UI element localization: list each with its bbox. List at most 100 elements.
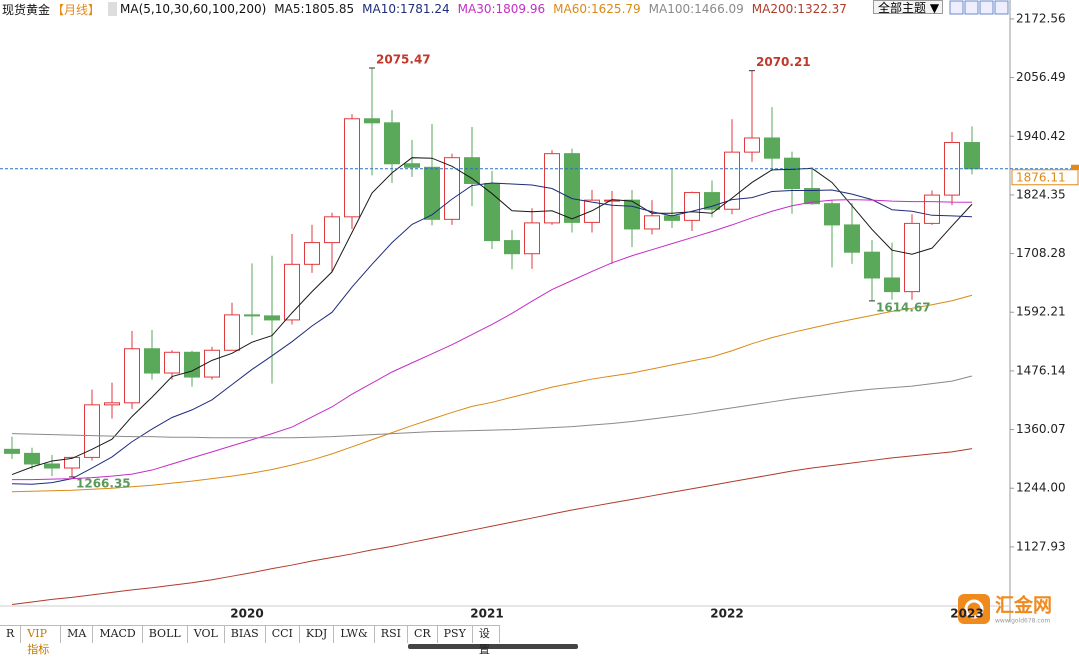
y-tick-label: 1360.07 (1016, 422, 1066, 436)
candle-body (24, 452, 40, 465)
candle-body (464, 157, 480, 184)
candle-body (664, 215, 680, 221)
tool-icon[interactable] (949, 0, 964, 15)
candle-body (284, 263, 300, 321)
candle-body (344, 118, 360, 218)
extreme-label: 1266.35 (76, 476, 131, 490)
tool-icon[interactable] (994, 0, 1009, 15)
candle-body (744, 137, 760, 153)
candle-body (204, 349, 220, 378)
candle-body (84, 404, 100, 458)
tab[interactable]: KDJ (300, 626, 335, 643)
candle-body (304, 242, 320, 265)
y-tick-label: 1940.42 (1016, 129, 1066, 143)
candle-body (844, 224, 860, 253)
last-price-box (1011, 169, 1079, 186)
legend-entry: MA10:1781.24 (362, 2, 450, 16)
tab[interactable]: PSY (438, 626, 473, 643)
candle-body (924, 194, 940, 224)
tab[interactable]: R (0, 626, 22, 643)
tab[interactable]: LW& (334, 626, 375, 643)
candle-body (964, 142, 980, 170)
candle-body (184, 351, 200, 378)
tab[interactable]: 设置 (473, 626, 500, 656)
candle-body (724, 151, 740, 210)
y-tick-label: 1592.21 (1016, 305, 1066, 319)
theme-menu[interactable]: 全部主题 ▼ (873, 0, 943, 15)
candle-body (164, 351, 180, 374)
y-tick-label: 2056.49 (1016, 70, 1066, 84)
legend-entry: MA60:1625.79 (553, 2, 641, 16)
candle-body (364, 118, 380, 124)
plot (4, 67, 980, 605)
logo-mark (964, 599, 984, 619)
ma-line (11, 294, 973, 493)
x-tick-label: 2021 (470, 607, 503, 621)
last-price-marker (1071, 164, 1079, 170)
indicator-tabs: R VIP指标 MA MACD BOLL VOL BIAS CCI KDJ LW& RSI CR PSY… (0, 625, 500, 656)
ma-line (11, 375, 973, 439)
tab[interactable]: CCI (266, 626, 300, 643)
tool-icon[interactable] (979, 0, 994, 15)
candle-body (44, 463, 60, 469)
candle-body (804, 188, 820, 205)
logo-text: 汇金网 (995, 594, 1052, 617)
ma-line (12, 199, 973, 481)
candle-body (384, 122, 400, 165)
candle-body (424, 166, 440, 220)
tool-icon[interactable] (964, 0, 979, 15)
scrollbar[interactable] (408, 644, 578, 649)
candle-body (764, 137, 780, 159)
tab[interactable]: BIAS (225, 626, 266, 643)
tab[interactable]: VOL (188, 626, 225, 643)
legend-entry: MA100:1466.09 (648, 2, 744, 16)
candle-body (504, 240, 520, 255)
candle-body (884, 277, 900, 293)
candle-body (704, 192, 720, 210)
tab[interactable]: BOLL (143, 626, 188, 643)
candle-body (684, 192, 700, 221)
legend: 现货黄金 【月线】 MA(5,10,30,60,100,200) MA5:1805.8… (2, 1, 847, 17)
tab[interactable]: CR (408, 626, 438, 643)
extreme-label: 2075.47 (376, 52, 431, 66)
candle-body (4, 448, 20, 454)
y-tick-label: 2172.56 (1016, 11, 1066, 25)
candle-body (404, 163, 420, 168)
indicator-name: MA(5,10,30,60,100,200) (108, 2, 266, 16)
y-tick-label: 1476.14 (1016, 363, 1066, 377)
tab[interactable]: MA (61, 626, 94, 643)
candle-body (324, 216, 340, 244)
candle-body (264, 315, 280, 321)
candle-body (524, 222, 540, 255)
candle-body (484, 182, 500, 242)
x-tick-label: 2023 (950, 607, 983, 621)
candle-body (824, 203, 840, 226)
theme-menu-label: 全部主题 (878, 1, 927, 15)
tab[interactable]: MACD (93, 626, 143, 643)
tab[interactable]: VIP指标 (21, 626, 62, 656)
y-tick-label: 1127.93 (1016, 539, 1066, 553)
candle-body (144, 348, 160, 374)
candle-body (104, 402, 120, 406)
x-tick-label: 2020 (230, 607, 263, 621)
chart-title: 现货黄金 (2, 2, 51, 17)
candle-body (784, 157, 800, 190)
period: 【月线】 (52, 2, 101, 17)
extreme-label: 1614.67 (876, 300, 931, 314)
candle-body (124, 348, 140, 404)
candle-body (64, 456, 80, 469)
tab[interactable]: RSI (375, 626, 408, 643)
candle-body (564, 153, 580, 223)
legend-entry: MA200:1322.37 (751, 2, 847, 16)
ma-line (11, 448, 973, 605)
y-tick-label: 1244.00 (1016, 481, 1066, 495)
logo-url: www.gold678.com (995, 618, 1050, 625)
candle-body (904, 222, 920, 293)
x-tick-label: 2022 (710, 607, 743, 621)
extreme-label: 2070.21 (756, 55, 811, 69)
candle-body (444, 157, 460, 220)
toolbar-icons (949, 0, 1009, 15)
logo: 汇金网 www.gold678.com (958, 594, 1052, 625)
